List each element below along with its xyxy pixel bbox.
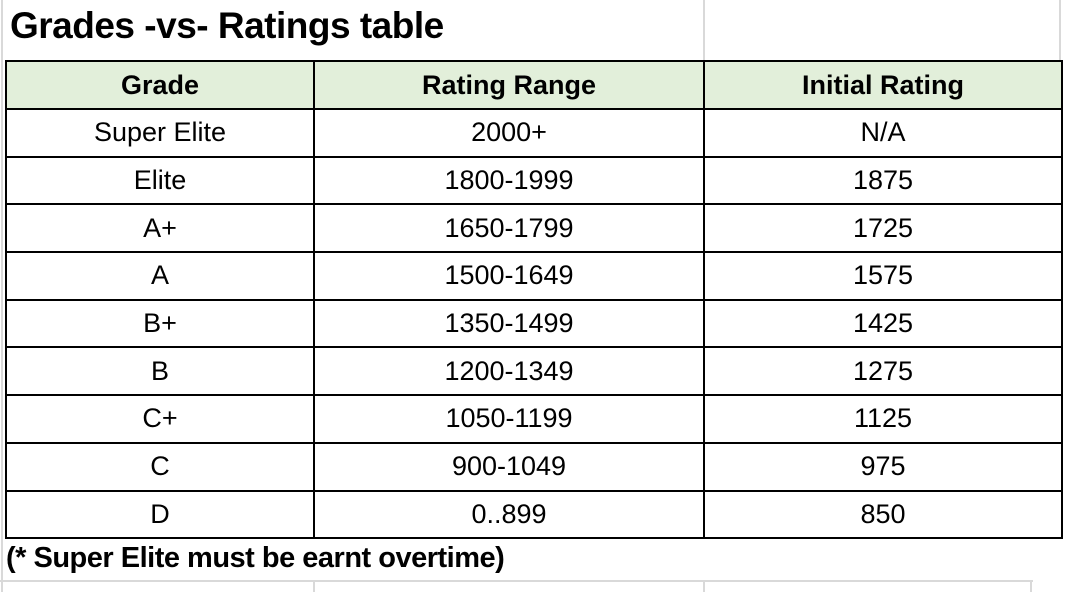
grade-cell[interactable]: Super Elite — [5, 108, 315, 158]
sheet-gridline-title-right — [1059, 0, 1061, 60]
table-row: B 1200-1349 1275 — [5, 346, 1063, 397]
sheet-gridline-bottom — [0, 580, 1033, 582]
rating-range-cell[interactable]: 1200-1349 — [313, 346, 705, 397]
column-header-initial-rating[interactable]: Initial Rating — [703, 60, 1063, 110]
rating-range-cell[interactable]: 900-1049 — [313, 441, 705, 492]
column-header-rating-range[interactable]: Rating Range — [313, 60, 705, 110]
rating-range-cell[interactable]: 1350-1499 — [313, 298, 705, 349]
grade-cell[interactable]: A — [5, 251, 315, 301]
table-header-row: Grade Rating Range Initial Rating — [5, 60, 1063, 110]
initial-rating-cell[interactable]: 1125 — [703, 394, 1063, 444]
table-row: A 1500-1649 1575 — [5, 251, 1063, 301]
sheet-gridline-left — [1, 0, 3, 592]
rating-range-cell[interactable]: 2000+ — [313, 108, 705, 158]
table-row: B+ 1350-1499 1425 — [5, 298, 1063, 349]
grade-cell[interactable]: C — [5, 441, 315, 492]
table-row: C 900-1049 975 — [5, 441, 1063, 492]
sheet-gridline-bottom-col2 — [703, 580, 705, 592]
table-row: Super Elite 2000+ N/A — [5, 108, 1063, 158]
rating-range-cell[interactable]: 1050-1199 — [313, 394, 705, 444]
initial-rating-cell[interactable]: 975 — [703, 441, 1063, 492]
initial-rating-cell[interactable]: 1725 — [703, 203, 1063, 254]
column-header-grade[interactable]: Grade — [5, 60, 315, 110]
rating-range-cell[interactable]: 1500-1649 — [313, 251, 705, 301]
grades-ratings-table: Grade Rating Range Initial Rating Super … — [5, 60, 1063, 540]
sheet-gridline-title-middle — [703, 0, 705, 60]
initial-rating-cell[interactable]: 1575 — [703, 251, 1063, 301]
grade-cell[interactable]: C+ — [5, 394, 315, 444]
sheet-gridline-bottom-col3 — [1030, 580, 1032, 592]
rating-range-cell[interactable]: 1650-1799 — [313, 203, 705, 254]
grade-cell[interactable]: B+ — [5, 298, 315, 349]
table-row: A+ 1650-1799 1725 — [5, 203, 1063, 254]
table-row: Elite 1800-1999 1875 — [5, 155, 1063, 206]
sheet-gridline-bottom-col1 — [313, 580, 315, 592]
table-row: C+ 1050-1199 1125 — [5, 394, 1063, 444]
page-title: Grades -vs- Ratings table — [10, 5, 444, 46]
grade-cell[interactable]: D — [5, 489, 315, 540]
initial-rating-cell[interactable]: N/A — [703, 108, 1063, 158]
initial-rating-cell[interactable]: 1425 — [703, 298, 1063, 349]
footnote: (* Super Elite must be earnt overtime) — [6, 542, 505, 574]
initial-rating-cell[interactable]: 1275 — [703, 346, 1063, 397]
grade-cell[interactable]: Elite — [5, 155, 315, 206]
grade-cell[interactable]: A+ — [5, 203, 315, 254]
table-row: D 0..899 850 — [5, 489, 1063, 540]
grade-cell[interactable]: B — [5, 346, 315, 397]
rating-range-cell[interactable]: 1800-1999 — [313, 155, 705, 206]
rating-range-cell[interactable]: 0..899 — [313, 489, 705, 540]
initial-rating-cell[interactable]: 850 — [703, 489, 1063, 540]
initial-rating-cell[interactable]: 1875 — [703, 155, 1063, 206]
